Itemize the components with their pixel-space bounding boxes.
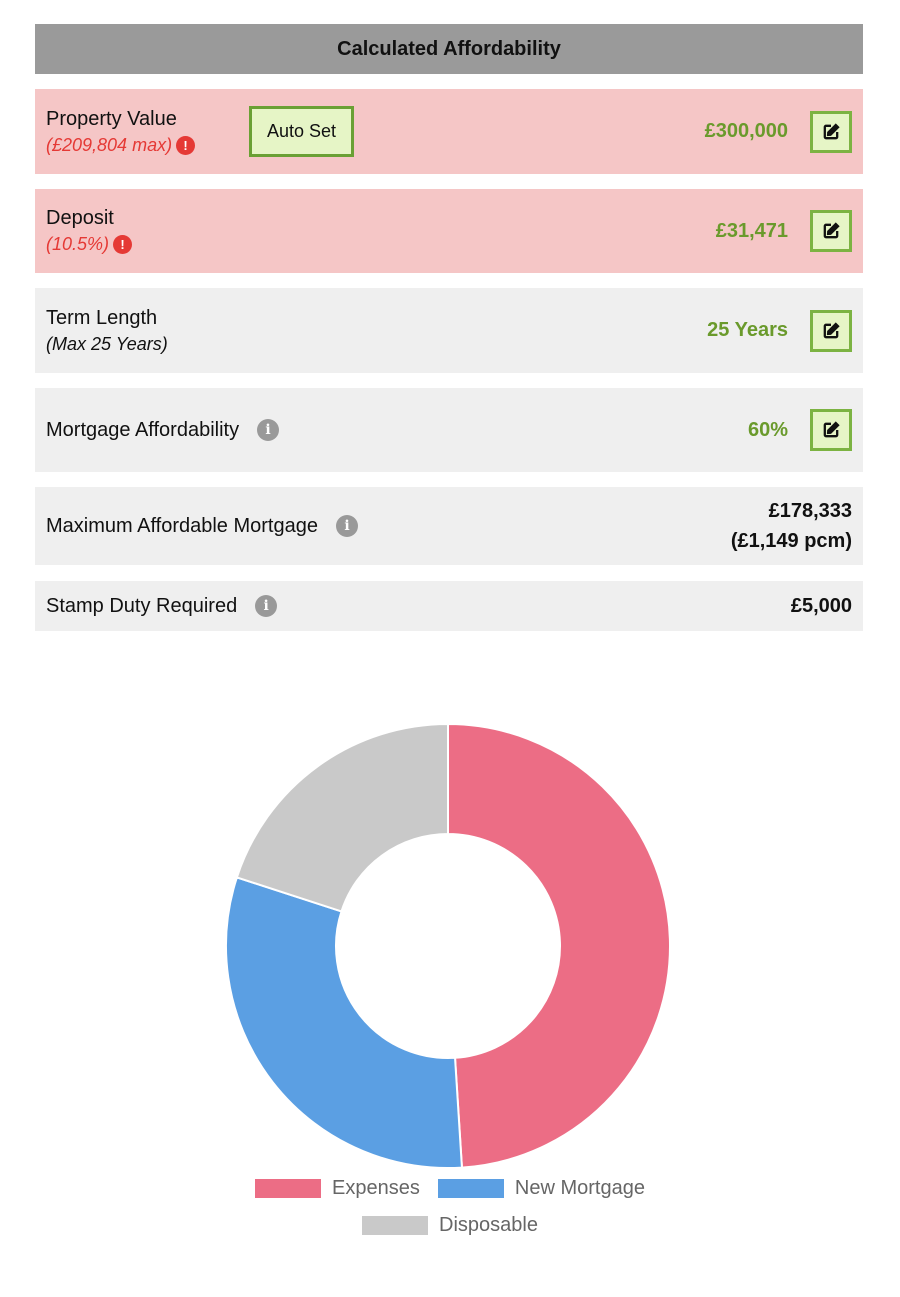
exclamation-circle-icon: ! — [113, 235, 133, 254]
edit-deposit-button[interactable] — [810, 210, 852, 252]
mortgage-affordability-row: Mortgage Affordability i 60% — [35, 388, 863, 472]
max-mortgage-row: Maximum Affordable Mortgage i £178,333 (… — [35, 487, 863, 565]
edit-property-value-button[interactable] — [810, 110, 852, 153]
max-mortgage-label: Maximum Affordable Mortgage — [46, 514, 318, 537]
doughnut-svg — [225, 722, 671, 1169]
edit-square-icon — [823, 122, 840, 139]
deposit-amount: £31,471 — [715, 219, 788, 242]
budget-doughnut-chart: Expenses New Mortgage Disposable — [0, 680, 900, 1280]
legend-label-disposable: Disposable — [439, 1214, 538, 1236]
section-header: Calculated Affordability — [35, 24, 863, 74]
info-circle-icon[interactable]: i — [257, 419, 280, 441]
term-length-label: Term Length — [46, 306, 158, 329]
deposit-percent: (10.5%) ! — [46, 234, 133, 255]
legend-item-new-mortgage[interactable]: New Mortgage — [437, 1177, 645, 1200]
stamp-duty-row: Stamp Duty Required i £5,000 — [35, 581, 863, 631]
legend-row-1: Expenses New Mortgage — [0, 1177, 900, 1200]
slice-expenses[interactable] — [447, 722, 671, 1169]
edit-term-length-button[interactable] — [810, 309, 852, 352]
legend-row-2: Disposable — [0, 1214, 900, 1237]
stamp-duty-amount: £5,000 — [790, 595, 852, 617]
deposit-row: Deposit (10.5%) ! £31,471 — [35, 189, 863, 273]
stamp-duty-label-group: Stamp Duty Required i — [46, 594, 278, 618]
term-length-value: 25 Years — [707, 319, 788, 341]
legend-item-disposable[interactable]: Disposable — [362, 1214, 538, 1237]
property-value-max: (£209,804 max) ! — [46, 134, 196, 156]
auto-set-button[interactable]: Auto Set — [249, 106, 354, 157]
section-title: Calculated Affordability — [337, 37, 561, 60]
property-value-amount: £300,000 — [704, 120, 788, 142]
slice-new-mortgage[interactable] — [225, 876, 463, 1169]
mortgage-affordability-label: Mortgage Affordability — [46, 418, 240, 441]
term-length-row: Term Length (Max 25 Years) 25 Years — [35, 288, 863, 373]
property-value-max-text: (£209,804 max) — [46, 134, 173, 155]
slice-disposable[interactable] — [235, 722, 449, 913]
edit-mortgage-affordability-button[interactable] — [810, 409, 852, 451]
info-circle-icon[interactable]: i — [255, 595, 278, 617]
term-length-max: (Max 25 Years) — [46, 333, 168, 354]
legend-item-expenses[interactable]: Expenses — [255, 1177, 420, 1200]
legend-swatch-new-mortgage — [437, 1179, 504, 1198]
max-mortgage-amount: £178,333 — [768, 500, 852, 522]
info-circle-icon[interactable]: i — [335, 515, 358, 537]
property-value-row: Property Value (£209,804 max) ! £300,000… — [35, 89, 863, 174]
auto-set-label: Auto Set — [266, 121, 337, 141]
edit-square-icon — [823, 321, 840, 338]
mortgage-affordability-value: 60% — [747, 418, 788, 441]
max-mortgage-label-group: Maximum Affordable Mortgage i — [46, 515, 358, 538]
deposit-label: Deposit — [46, 207, 114, 229]
exclamation-circle-icon: ! — [176, 135, 196, 155]
legend-swatch-disposable — [362, 1216, 429, 1235]
max-mortgage-values: £178,333 (£1,149 pcm) — [731, 496, 852, 556]
edit-square-icon — [823, 421, 840, 438]
legend-swatch-expenses — [255, 1179, 322, 1198]
deposit-percent-text: (10.5%) — [46, 234, 110, 254]
legend-label-new-mortgage: New Mortgage — [514, 1177, 645, 1199]
mortgage-affordability-label-group: Mortgage Affordability i — [46, 418, 280, 442]
max-mortgage-monthly: (£1,149 pcm) — [730, 530, 852, 552]
legend-label-expenses: Expenses — [332, 1177, 420, 1199]
stamp-duty-label: Stamp Duty Required — [46, 594, 238, 617]
property-value-label: Property Value — [46, 107, 177, 130]
edit-square-icon — [823, 222, 840, 239]
